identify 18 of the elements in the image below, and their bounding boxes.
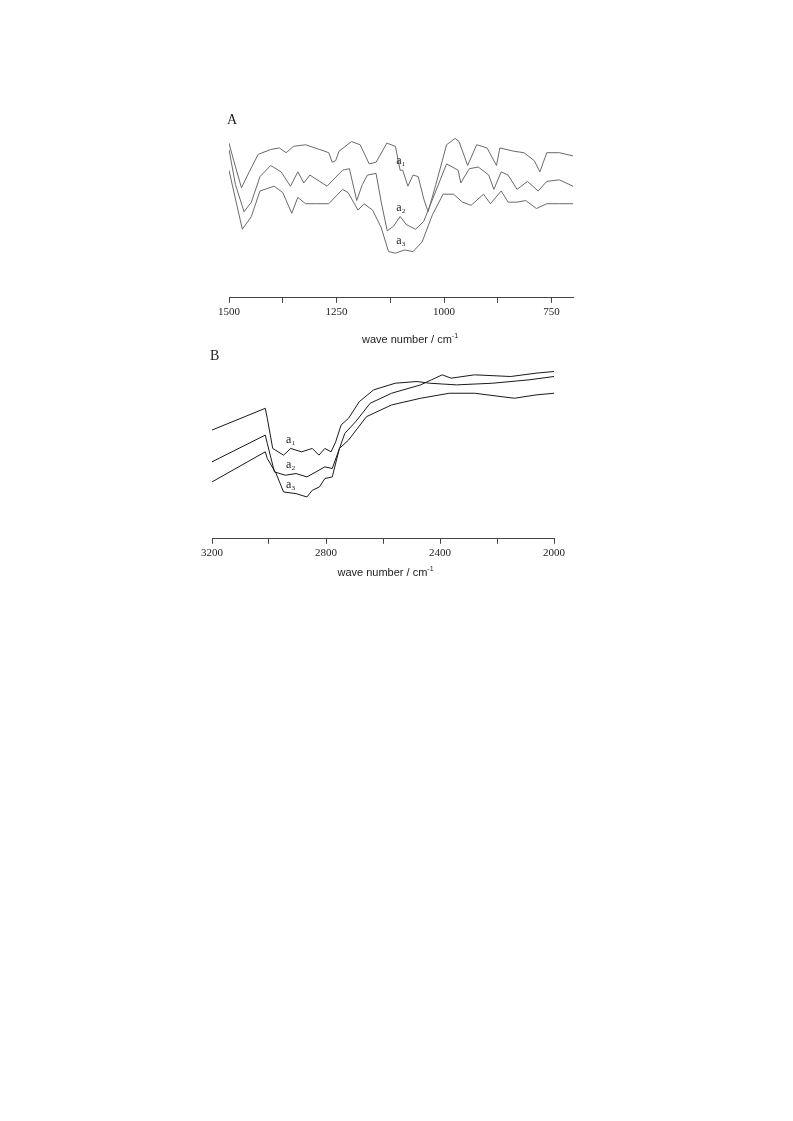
chart-title: B [210, 348, 220, 364]
series-label: a₂ [396, 199, 406, 214]
x-tick-label: 1250 [325, 305, 348, 318]
x-tick-label: 1500 [218, 305, 241, 318]
series-label: a₁ [396, 153, 406, 168]
chart-title: A [227, 112, 238, 128]
x-tick-label: 750 [543, 305, 561, 318]
x-tick-label: 1000 [433, 305, 456, 318]
x-tick-label: 2000 [543, 546, 566, 559]
x-tick-label: 3200 [201, 546, 224, 559]
x-axis-title: wave number / cm$^{-1}$ [360, 332, 460, 345]
series-label: a₃ [285, 476, 296, 491]
series-label: a₁ [285, 431, 296, 446]
x-axis-title: wave number / cm$^{-1}$ [336, 565, 435, 578]
x-tick-label: 2800 [315, 546, 338, 559]
series-label: a₃ [396, 233, 406, 248]
series-label: a₂ [285, 456, 296, 471]
x-tick-label: 2400 [429, 546, 452, 559]
